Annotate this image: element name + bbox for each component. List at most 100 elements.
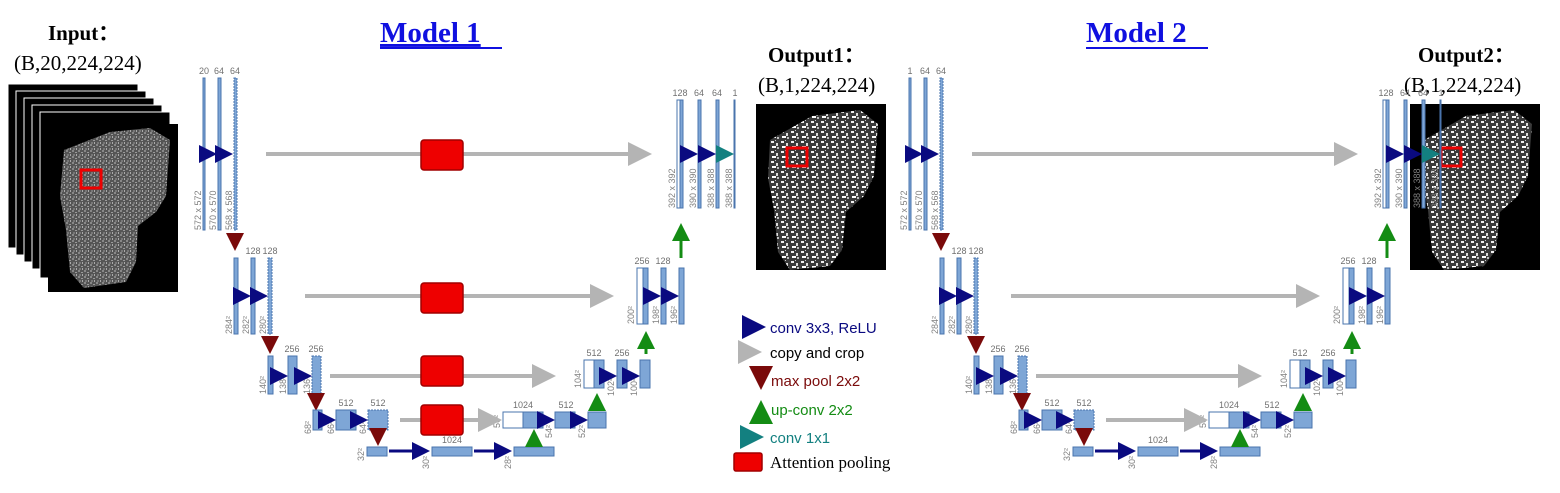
dec-l3-block-2 xyxy=(1260,411,1282,429)
enc-l1-channels-1: 128 xyxy=(951,246,966,256)
bottleneck-size-1: 32² xyxy=(356,448,366,461)
dec-l1-size-3: 196² xyxy=(669,306,679,324)
enc-l0-channels-1: 20 xyxy=(199,66,209,76)
enc-l0-size-1: 572 x 572 xyxy=(899,190,909,230)
enc-l2-size-3: 136² xyxy=(1008,376,1018,394)
dec-l0-block-2 xyxy=(697,99,702,209)
enc-l3-channels-2: 512 xyxy=(1076,398,1091,408)
dec-l3-up-block xyxy=(1228,411,1250,429)
dec-l3-size-2: 54² xyxy=(1250,425,1260,438)
enc-l0-size-1: 572 x 572 xyxy=(193,190,203,230)
bottleneck-size-2: 30² xyxy=(421,456,431,469)
output2-shape: (B,1,224,224) xyxy=(1404,73,1521,97)
dec-l2-channels-1: 512 xyxy=(1292,348,1307,358)
legend-attention-swatch xyxy=(733,452,763,472)
bottleneck-block-2 xyxy=(431,446,473,457)
dec-l0-channels-4: 1 xyxy=(1438,88,1443,98)
dec-l0-up-block xyxy=(1385,99,1390,209)
dec-l3-size-2: 54² xyxy=(544,425,554,438)
dec-l1-crop-block xyxy=(636,267,644,325)
dec-l2-crop-block xyxy=(1289,359,1301,389)
dec-l1-size-2: 198² xyxy=(1357,306,1367,324)
enc-l2-block-1 xyxy=(973,355,980,395)
input-fragment-image xyxy=(60,128,170,288)
dec-l0-block-out xyxy=(733,99,736,209)
bottleneck-channels: 1024 xyxy=(442,435,462,445)
dec-l3-crop-block xyxy=(1208,411,1230,429)
bottleneck-block-3 xyxy=(1219,446,1261,457)
enc-l0-size-3: 568 x 568 xyxy=(930,190,940,230)
dec-l3-up-block xyxy=(522,411,544,429)
enc-l0-channels-1: 1 xyxy=(907,66,912,76)
bottleneck-size-3: 28² xyxy=(503,456,513,469)
dec-l0-channels-2: 64 xyxy=(694,88,704,98)
enc-l1-channels-1: 128 xyxy=(245,246,260,256)
bottleneck-size-2: 30² xyxy=(1127,456,1137,469)
dec-l2-size-3: 100² xyxy=(629,378,639,396)
enc-l3-block-3 xyxy=(367,409,389,431)
enc-l2-channels-2: 256 xyxy=(308,344,323,354)
enc-l2-size-1: 140² xyxy=(964,376,974,394)
dec-l3-block-2 xyxy=(554,411,576,429)
enc-l2-channels-2: 256 xyxy=(1014,344,1029,354)
dec-l0-block-3 xyxy=(715,99,720,209)
dec-l2-size-3: 100² xyxy=(1335,378,1345,396)
dec-l1-size-3: 196² xyxy=(1375,306,1385,324)
dec-l0-block-2 xyxy=(1403,99,1408,209)
dec-l0-size-4: 388 x 388 xyxy=(724,168,734,208)
dec-l0-size-2: 390 x 390 xyxy=(1394,168,1404,208)
dec-l1-channels-1: 256 xyxy=(634,256,649,266)
enc-l3-size-2: 66² xyxy=(326,421,336,434)
enc-l1-block-2 xyxy=(956,257,962,335)
enc-l1-block-2 xyxy=(250,257,256,335)
legend-attention-label: Attention pooling xyxy=(770,453,891,472)
dec-l1-channels-2: 128 xyxy=(1361,256,1376,266)
dec-l1-block-3 xyxy=(1384,267,1391,325)
enc-l3-channels-1: 512 xyxy=(338,398,353,408)
enc-l2-block-3 xyxy=(311,355,322,395)
bottleneck-block-1 xyxy=(366,446,388,457)
dec-l3-channels-2: 512 xyxy=(1264,400,1279,410)
dec-l0-channels-1: 128 xyxy=(1378,88,1393,98)
enc-l3-size-2: 66² xyxy=(1032,421,1042,434)
output1-panel: Output1： (B,1,224,224) xyxy=(756,43,886,270)
attention-pooling-2 xyxy=(420,355,464,387)
dec-l2-size-2: 102² xyxy=(1312,378,1322,396)
output2-panel: Output2： (B,1,224,224) xyxy=(1404,43,1540,270)
attention-pooling-0 xyxy=(420,139,464,171)
legend-pool-label: max pool 2x2 xyxy=(771,373,860,390)
enc-l1-size-3: 280² xyxy=(964,316,974,334)
enc-l1-block-3 xyxy=(267,257,273,335)
dec-l3-size-3: 52² xyxy=(1283,425,1293,438)
dec-l1-channels-1: 256 xyxy=(1340,256,1355,266)
dec-l1-crop-block xyxy=(1342,267,1350,325)
legend-conv-label: conv 3x3, ReLU xyxy=(770,320,877,337)
dec-l0-channels-4: 1 xyxy=(732,88,737,98)
enc-l2-size-2: 138² xyxy=(984,376,994,394)
enc-l3-block-1 xyxy=(1018,409,1029,431)
enc-l3-block-2 xyxy=(1041,409,1063,431)
dec-l3-block-3 xyxy=(587,411,607,429)
output1-roi-box xyxy=(785,146,809,168)
bottleneck-block-2 xyxy=(1137,446,1179,457)
dec-l0-size-3: 388 x 388 xyxy=(706,168,716,208)
dec-l0-channels-1: 128 xyxy=(672,88,687,98)
dec-l3-block-3 xyxy=(1293,411,1313,429)
dec-l2-size-2: 102² xyxy=(606,378,616,396)
dec-l0-size-1: 392 x 392 xyxy=(667,168,677,208)
enc-l0-block-3 xyxy=(939,77,944,231)
enc-l3-size-1: 68² xyxy=(1009,421,1019,434)
enc-l3-channels-2: 512 xyxy=(370,398,385,408)
dec-l2-channels-2: 256 xyxy=(614,348,629,358)
dec-l2-block-2 xyxy=(616,359,628,389)
enc-l1-block-1 xyxy=(233,257,239,335)
dec-l0-block-out xyxy=(1439,99,1442,209)
enc-l2-size-3: 136² xyxy=(302,376,312,394)
dec-l0-up-block xyxy=(679,99,684,209)
dec-l0-size-1: 392 x 392 xyxy=(1373,168,1383,208)
dec-l3-channels-1: 1024 xyxy=(1219,400,1239,410)
dec-l2-block-3 xyxy=(639,359,651,389)
legend-conv1x1-label: conv 1x1 xyxy=(770,430,830,447)
